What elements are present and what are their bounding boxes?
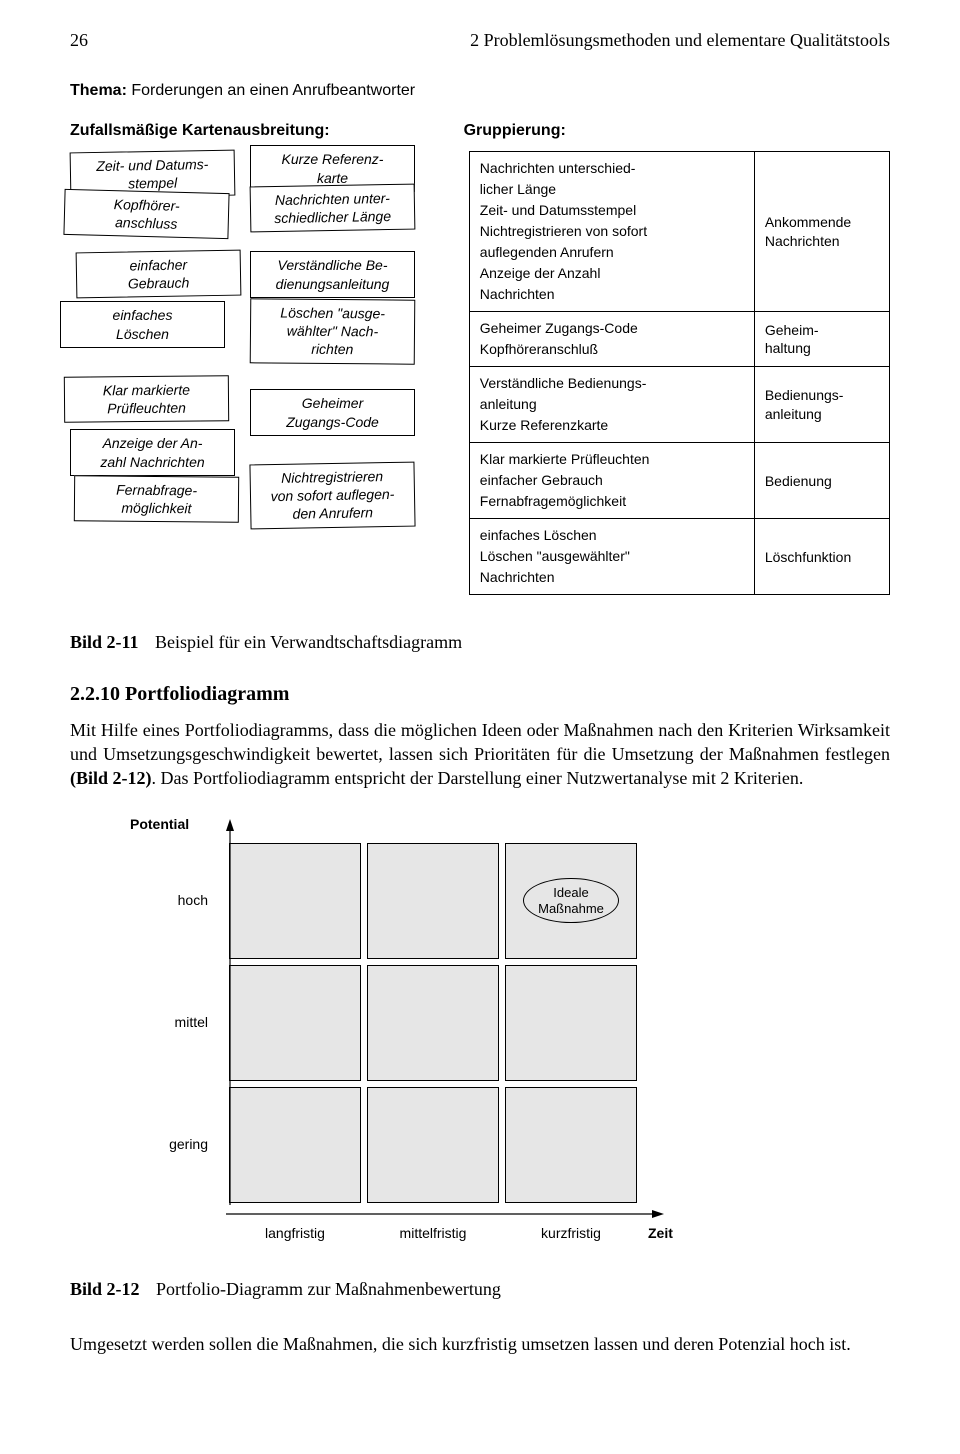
scatter-area: Zeit- und Datums- stempelKopfhörer- ansc…	[70, 151, 459, 595]
x-axis-title: Zeit	[640, 1224, 673, 1243]
page-number: 26	[70, 28, 88, 52]
portfolio-cell	[367, 965, 499, 1081]
scatter-card: Geheimer Zugangs-Code	[250, 389, 415, 435]
y-label: hoch	[130, 891, 226, 910]
x-label-2: kurzfristig	[502, 1224, 640, 1243]
scatter-column-2: Kurze Referenz- karteNachrichten unter- …	[250, 151, 420, 561]
thema-label: Thema:	[70, 82, 127, 99]
table-row: Geheimer Zugangs-Code KopfhöreranschlußG…	[470, 311, 889, 366]
group-items-cell: einfaches Löschen Löschen "ausgewählter"…	[470, 519, 755, 594]
y-label: mittel	[130, 1013, 226, 1032]
portfolio-row: hoch Ideale Maßnahme	[130, 840, 890, 962]
x-axis-labels: langfristig mittelfristig kurzfristig Ze…	[226, 1224, 890, 1243]
group-category-cell: Geheim- haltung	[755, 312, 889, 366]
group-items-cell: Klar markierte Prüfleuchten einfacher Ge…	[470, 443, 755, 518]
portfolio-row: mittel	[130, 962, 890, 1084]
y-axis-title: Potential	[130, 815, 226, 840]
portfolio-cell	[505, 1087, 637, 1203]
figure-caption-1: Bild 2-11 Beispiel für ein Verwandtschaf…	[70, 630, 890, 654]
scatter-header: Zufallsmäßige Kartenausbreitung:	[70, 120, 464, 142]
portfolio-row: gering	[130, 1084, 890, 1206]
ideal-badge: Ideale Maßnahme	[523, 878, 619, 923]
scatter-card: Anzeige der An- zahl Nachrichten	[70, 429, 235, 475]
group-items-cell: Verständliche Bedienungs- anleitung Kurz…	[470, 367, 755, 442]
portfolio-diagram: Potential hoch Ideale Maßnahme mittel gerin…	[130, 815, 890, 1243]
portfolio-cell	[229, 965, 361, 1081]
group-header: Gruppierung:	[464, 120, 890, 142]
column-headers: Zufallsmäßige Kartenausbreitung: Gruppie…	[70, 120, 890, 142]
portfolio-cell	[229, 1087, 361, 1203]
scatter-card: Fernabfrage- möglichkeit	[74, 476, 239, 524]
group-category-cell: Ankommende Nachrichten	[755, 152, 889, 311]
group-category-cell: Bedienung	[755, 443, 889, 518]
affinity-diagram: Zeit- und Datums- stempelKopfhörer- ansc…	[70, 151, 890, 595]
closing-paragraph: Umgesetzt werden sollen die Maßnahmen, d…	[70, 1332, 890, 1356]
page-header: 26 2 Problemlösungsmethoden und elementa…	[70, 28, 890, 52]
grouping-table: Nachrichten unterschied- licher Länge Ze…	[469, 151, 890, 595]
scatter-card: Klar markierte Prüfleuchten	[64, 376, 229, 424]
x-axis-line	[226, 1206, 646, 1224]
thema-line: Thema: Forderungen an einen Anrufbeantwo…	[70, 80, 890, 102]
caption-label-2: Bild 2-12	[70, 1279, 140, 1299]
table-row: einfaches Löschen Löschen "ausgewählter"…	[470, 518, 889, 594]
scatter-card: Verständliche Be- dienungsanleitung	[250, 251, 415, 297]
caption-label: Bild 2-11	[70, 632, 139, 652]
portfolio-cell	[229, 843, 361, 959]
caption-text: Beispiel für ein Verwandtschaftsdiagramm	[155, 632, 462, 652]
group-category-cell: Löschfunktion	[755, 519, 889, 594]
portfolio-cell	[367, 1087, 499, 1203]
scatter-card: einfaches Löschen	[60, 301, 225, 347]
table-row: Klar markierte Prüfleuchten einfacher Ge…	[470, 442, 889, 518]
section-title: Portfoliodiagramm	[125, 683, 289, 705]
group-items-cell: Geheimer Zugangs-Code Kopfhöreranschluß	[470, 312, 755, 366]
portfolio-cell	[505, 965, 637, 1081]
scatter-card: Löschen "ausge- wählter" Nach- richten	[250, 299, 416, 365]
scatter-card: einfacher Gebrauch	[76, 250, 242, 299]
scatter-card: Kopfhörer- anschluss	[63, 189, 229, 240]
caption-text-2: Portfolio-Diagramm zur Maßnahmenbewertun…	[156, 1279, 501, 1299]
portfolio-cell	[367, 843, 499, 959]
group-category-cell: Bedienungs- anleitung	[755, 367, 889, 442]
figure-caption-2: Bild 2-12 Portfolio-Diagramm zur Maßnahm…	[70, 1277, 890, 1301]
scatter-card: Nachrichten unter- schiedlicher Länge	[250, 184, 416, 233]
section-number: 2.2.10	[70, 683, 120, 705]
x-label-0: langfristig	[226, 1224, 364, 1243]
table-row: Nachrichten unterschied- licher Länge Ze…	[470, 152, 889, 311]
table-row: Verständliche Bedienungs- anleitung Kurz…	[470, 366, 889, 442]
group-items-cell: Nachrichten unterschied- licher Länge Ze…	[470, 152, 755, 311]
scatter-column-1: Zeit- und Datums- stempelKopfhörer- ansc…	[70, 151, 240, 561]
section-paragraph: Mit Hilfe eines Portfoliodiagramms, dass…	[70, 718, 890, 791]
portfolio-cell: Ideale Maßnahme	[505, 843, 637, 959]
section-heading: 2.2.10 Portfoliodiagramm	[70, 681, 890, 708]
x-label-1: mittelfristig	[364, 1224, 502, 1243]
chapter-title: 2 Problemlösungsmethoden und elementare …	[470, 28, 890, 52]
thema-value: Forderungen an einen Anrufbeantworter	[131, 82, 415, 99]
scatter-card: Nichtregistrieren von sofort auflegen- d…	[249, 462, 415, 529]
y-label: gering	[130, 1135, 226, 1154]
